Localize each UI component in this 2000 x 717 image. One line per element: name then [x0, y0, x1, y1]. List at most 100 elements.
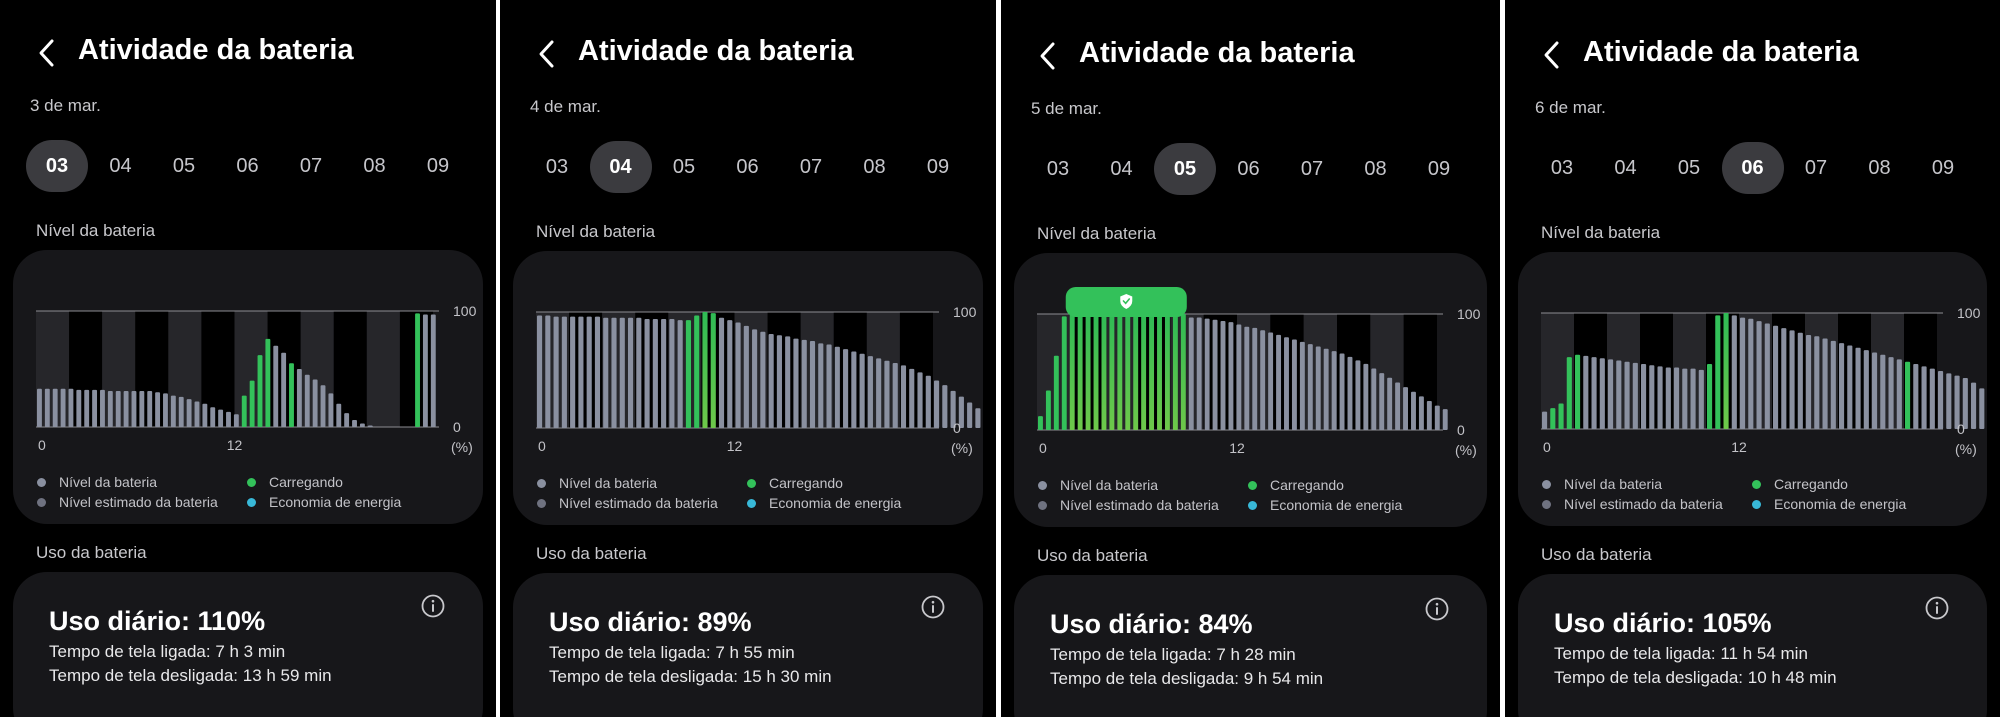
battery-bar	[218, 409, 224, 427]
battery-bar	[1339, 353, 1345, 430]
day-07[interactable]: 07	[1300, 158, 1324, 180]
battery-bar	[178, 396, 184, 427]
day-07[interactable]: 07	[799, 156, 823, 178]
battery-bar	[1252, 327, 1258, 430]
battery-level-chart[interactable]: 100 0 (%) 0 12	[1518, 252, 1987, 462]
battery-bar	[1117, 314, 1123, 430]
chevron-left-icon[interactable]	[1035, 41, 1061, 71]
legend-label: Carregando	[769, 475, 843, 491]
battery-level-chart[interactable]: 100 0 (%) 0 12	[1014, 253, 1487, 463]
day-09[interactable]: 09	[1931, 157, 1955, 179]
screen-off-time: Tempo de tela desligada: 9 h 54 min	[1050, 669, 1324, 688]
day-05[interactable]: 05	[672, 156, 696, 178]
legend-dot	[247, 478, 256, 487]
battery-bar	[1657, 366, 1663, 429]
battery-bar	[296, 369, 302, 427]
x-tick-label: 12	[727, 438, 743, 454]
battery-bar	[1220, 320, 1226, 430]
day-05[interactable]: 05	[172, 155, 196, 177]
battery-bar	[210, 407, 216, 427]
day-08[interactable]: 08	[1364, 158, 1387, 180]
day-08[interactable]: 08	[1868, 157, 1891, 179]
battery-level-chart[interactable]: 100 0 (%) 0 12	[13, 250, 483, 460]
day-09[interactable]: 09	[426, 155, 450, 177]
x-tick-label: 12	[1731, 439, 1747, 455]
chevron-left-icon[interactable]	[534, 39, 560, 69]
selected-date-label: 6 de mar.	[1535, 98, 1606, 117]
day-07[interactable]: 07	[299, 155, 323, 177]
chevron-left-icon[interactable]	[1539, 40, 1565, 70]
day-05[interactable]: 05	[1677, 157, 1701, 179]
battery-bar	[685, 320, 692, 428]
battery-bar	[1069, 314, 1075, 430]
battery-bar	[1649, 365, 1655, 429]
battery-bar	[1756, 321, 1762, 429]
chevron-left-icon[interactable]	[34, 38, 60, 68]
battery-level-card: 100 0 (%) 0 12 Nível da bateria Nível estima…	[13, 250, 483, 524]
battery-bar	[1276, 334, 1282, 430]
info-icon[interactable]	[421, 594, 445, 618]
day-04[interactable]: 04	[1614, 157, 1637, 179]
x-tick-label: 0	[1039, 440, 1047, 456]
battery-bar	[586, 316, 592, 428]
battery-bar	[834, 346, 840, 428]
battery-level-chart[interactable]: 100 0 (%) 0 12	[513, 251, 983, 461]
battery-usage-section-title: Uso da bateria	[536, 544, 647, 563]
battery-bar	[570, 316, 576, 428]
legend-dot	[247, 498, 256, 507]
day-03[interactable]: 03	[1046, 158, 1070, 180]
day-06[interactable]: 06	[1237, 158, 1260, 180]
battery-bar	[1299, 341, 1305, 430]
legend-label: Economia de energia	[1270, 497, 1403, 513]
legend-label: Economia de energia	[269, 494, 402, 510]
battery-bar	[669, 318, 675, 428]
day-07[interactable]: 07	[1804, 157, 1828, 179]
day-04[interactable]: 04	[109, 155, 132, 177]
battery-usage-card: Uso diário: 110% Tempo de tela ligada: 7…	[13, 572, 483, 717]
legend-label: Carregando	[269, 474, 343, 490]
battery-bar	[909, 368, 915, 428]
battery-bar	[1773, 325, 1779, 429]
battery-bar	[415, 313, 420, 427]
battery-bar	[1905, 361, 1911, 429]
battery-bar	[1109, 314, 1115, 430]
battery-bar	[925, 375, 931, 428]
battery-bar	[304, 374, 310, 427]
battery-bar	[636, 317, 642, 428]
battery-bar	[1731, 315, 1737, 429]
day-06[interactable]: 06	[1721, 142, 1784, 194]
battery-bar	[1379, 373, 1385, 430]
battery-bar	[627, 317, 634, 428]
battery-usage-card: Uso diário: 89% Tempo de tela ligada: 7 …	[513, 573, 983, 717]
battery-bar	[1591, 357, 1597, 429]
battery-bar	[233, 414, 239, 427]
daily-usage: Uso diário: 84%	[1050, 609, 1253, 639]
day-03[interactable]: 03	[26, 140, 88, 192]
day-06[interactable]: 06	[236, 155, 259, 177]
day-04[interactable]: 04	[589, 141, 652, 193]
day-03[interactable]: 03	[545, 156, 569, 178]
battery-bar	[344, 413, 350, 427]
battery-bar	[809, 341, 816, 428]
battery-bar	[336, 403, 342, 427]
day-09[interactable]: 09	[926, 156, 950, 178]
battery-bar	[967, 402, 973, 428]
app-header: Atividade da bateria	[1505, 2, 2000, 106]
battery-bar	[1880, 354, 1886, 429]
day-09[interactable]: 09	[1427, 158, 1451, 180]
battery-bar	[1624, 361, 1630, 429]
day-05[interactable]: 05	[1154, 143, 1216, 195]
day-08[interactable]: 08	[363, 155, 386, 177]
info-icon[interactable]	[1925, 596, 1949, 620]
day-03[interactable]: 03	[1550, 157, 1574, 179]
battery-bar	[1061, 316, 1067, 430]
info-icon[interactable]	[1425, 597, 1449, 621]
day-08[interactable]: 08	[863, 156, 886, 178]
battery-bar	[1566, 357, 1572, 429]
battery-bar	[1723, 313, 1729, 429]
battery-bar	[1921, 366, 1927, 429]
day-06[interactable]: 06	[736, 156, 759, 178]
battery-bar	[942, 385, 948, 428]
day-04[interactable]: 04	[1110, 158, 1133, 180]
info-icon[interactable]	[921, 595, 945, 619]
